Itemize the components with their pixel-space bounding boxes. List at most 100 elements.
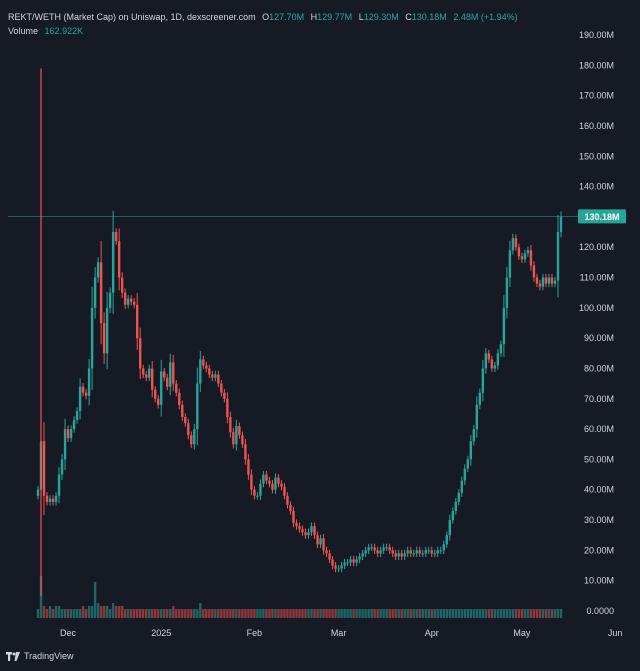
volume-bar <box>508 609 512 618</box>
volume-bar <box>409 609 412 618</box>
volume-bar <box>196 609 199 618</box>
candle-body <box>463 468 467 481</box>
open-value: 127.70M <box>269 12 305 22</box>
candle-body <box>163 371 166 378</box>
candle <box>481 359 485 402</box>
volume-bar <box>514 609 518 618</box>
volume-bar <box>72 609 76 618</box>
candle-body <box>322 538 325 551</box>
tradingview-logo[interactable]: TradingView <box>6 651 74 661</box>
y-tick-label: 40.00M <box>584 485 614 495</box>
volume-bar <box>135 609 139 618</box>
volume-bar <box>99 606 103 618</box>
volume-bar <box>529 609 533 618</box>
volume-bar <box>430 609 433 618</box>
volume-bar <box>78 609 82 618</box>
volume-bar <box>355 609 358 618</box>
volume-bar <box>223 609 226 618</box>
volume-bar <box>247 609 250 618</box>
candle <box>514 234 518 251</box>
candle-body <box>442 544 445 551</box>
candle <box>229 411 232 438</box>
candle-body <box>256 495 259 497</box>
candle <box>487 349 491 364</box>
candle <box>190 431 193 448</box>
candle-body <box>289 504 292 511</box>
x-tick-label: Feb <box>247 628 263 638</box>
candle <box>337 564 340 573</box>
candle-body <box>472 429 476 442</box>
candle <box>280 480 283 491</box>
candle-body <box>274 477 277 490</box>
volume-bar <box>397 609 400 618</box>
volume-layer <box>36 576 563 618</box>
volume-bar <box>394 609 397 618</box>
volume-bar <box>142 609 145 618</box>
candle-body <box>138 338 142 369</box>
candle-body <box>187 423 190 436</box>
candle-body <box>313 526 316 536</box>
candle-body <box>424 550 427 554</box>
volume-bar <box>84 609 88 618</box>
candle-body <box>75 410 79 421</box>
candle-body <box>181 404 184 417</box>
candle-body <box>520 256 524 260</box>
y-tick-label: 120.00M <box>579 242 614 252</box>
candle <box>472 424 476 446</box>
candle <box>397 549 400 561</box>
candle <box>69 425 73 442</box>
candle-body <box>277 477 280 484</box>
candle <box>217 370 220 388</box>
candle <box>271 480 274 494</box>
volume-bar <box>472 609 476 618</box>
candle <box>36 486 40 500</box>
candle <box>223 389 226 403</box>
candle <box>172 354 175 392</box>
volume-bar <box>292 609 295 618</box>
candle-body <box>547 277 551 284</box>
volume-bar <box>102 606 106 618</box>
candle <box>436 546 439 558</box>
candle-body <box>550 277 554 284</box>
low-label: L <box>358 12 364 22</box>
last-price-label: 130.18M <box>584 212 619 222</box>
volume-bar <box>328 609 331 618</box>
volume-bar <box>187 609 190 618</box>
candle-body <box>217 374 220 384</box>
candle-body <box>511 238 515 251</box>
volume-bar <box>505 609 509 618</box>
volume-bar <box>271 609 274 618</box>
candle-body <box>78 386 82 411</box>
y-tick-label: 150.00M <box>579 151 614 161</box>
candle-body <box>268 480 271 484</box>
volume-bar <box>36 609 40 618</box>
candle <box>433 549 436 558</box>
candle <box>349 555 352 567</box>
candle-body <box>193 429 196 445</box>
volume-bar <box>343 609 346 618</box>
volume-bar <box>391 609 394 618</box>
candle-body <box>361 553 364 557</box>
volume-bar <box>51 609 55 618</box>
volume-bar <box>81 606 85 618</box>
volume-bar <box>451 609 454 618</box>
volume-bar <box>199 603 202 618</box>
x-tick-label: 2025 <box>151 628 171 638</box>
candle-body <box>406 550 409 554</box>
volume-bar <box>232 609 235 618</box>
candle-body <box>175 383 178 393</box>
y-tick-label: 20.00M <box>584 545 614 555</box>
candle <box>364 546 367 558</box>
candle <box>247 454 250 480</box>
candle-body <box>184 416 187 424</box>
volume-bar <box>412 609 415 618</box>
x-tick-label: May <box>513 628 531 638</box>
candle <box>526 246 530 257</box>
candle <box>388 543 391 555</box>
volume-bar <box>274 609 277 618</box>
candle-body <box>355 559 358 563</box>
volume-bar <box>373 609 376 618</box>
change-value: 2.48M (+1.94%) <box>453 12 518 22</box>
